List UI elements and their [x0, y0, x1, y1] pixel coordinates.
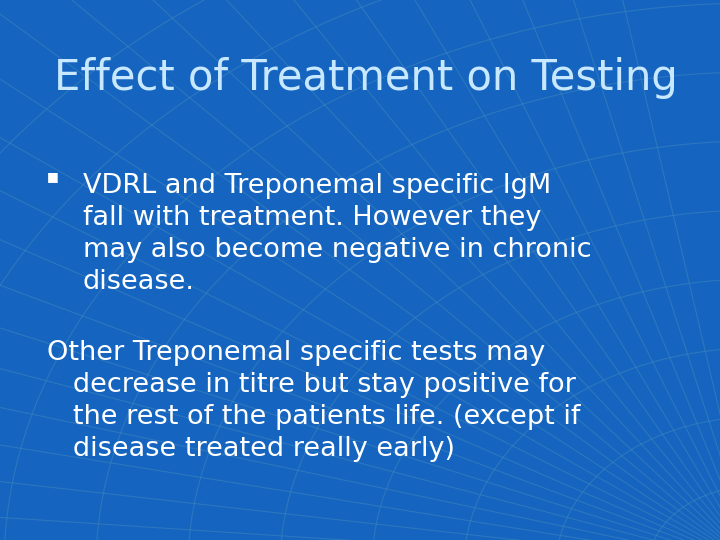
Text: Effect of Treatment on Testing: Effect of Treatment on Testing: [54, 57, 678, 99]
Text: Other Treponemal specific tests may
   decrease in titre but stay positive for
 : Other Treponemal specific tests may decr…: [47, 340, 580, 462]
Text: VDRL and Treponemal specific IgM
fall with treatment. However they
may also beco: VDRL and Treponemal specific IgM fall wi…: [83, 173, 591, 295]
Text: ■: ■: [47, 170, 58, 183]
